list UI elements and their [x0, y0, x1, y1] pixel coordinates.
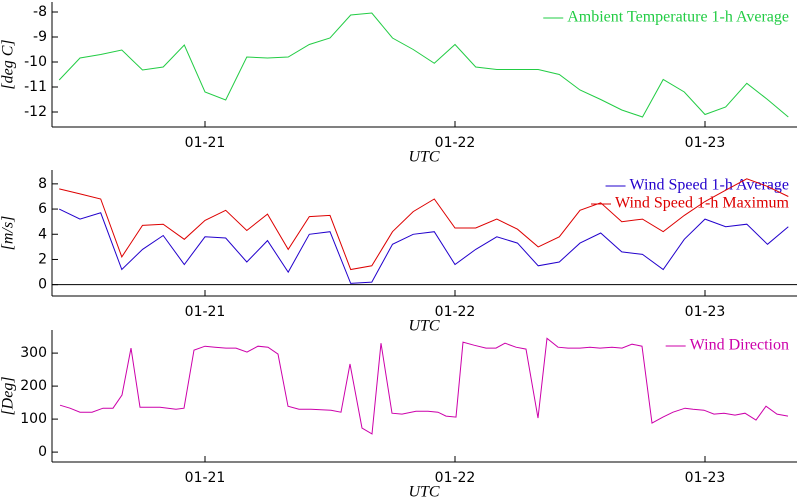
y-tick-label: -12: [24, 104, 47, 120]
y-tick-label: 100: [20, 411, 47, 427]
legend-label: Ambient Temperature 1-h Average: [567, 9, 789, 26]
x-tick-label: 01-23: [685, 470, 726, 486]
x-tick-label: 01-23: [685, 135, 726, 151]
legend-label: Wind Direction: [690, 337, 789, 354]
y-tick-label: -11: [24, 79, 47, 95]
y-axis-label: [m/s]: [0, 216, 17, 251]
y-tick-label: -8: [33, 4, 47, 20]
y-tick-label: -10: [24, 54, 47, 70]
x-axis-label: UTC: [408, 149, 439, 166]
y-axis-label: [deg C]: [0, 39, 17, 89]
y-tick-label: 0: [38, 277, 47, 293]
x-axis-label: UTC: [408, 318, 439, 335]
x-tick-label: 01-21: [185, 470, 226, 486]
legend-label: Wind Speed 1-h Maximum: [615, 195, 790, 212]
x-axis-label: UTC: [408, 484, 439, 500]
y-tick-label: 0: [38, 444, 47, 460]
y-axis-label: [Deg]: [0, 376, 17, 415]
y-tick-label: 200: [20, 378, 47, 394]
x-tick-label: 01-21: [185, 304, 226, 320]
legend-label: Wind Speed 1-h Average: [630, 177, 789, 194]
y-tick-label: 8: [38, 176, 47, 192]
x-tick-label: 01-21: [185, 135, 226, 151]
y-tick-label: 6: [38, 201, 47, 217]
x-tick-label: 01-22: [435, 470, 476, 486]
x-tick-label: 01-22: [435, 135, 476, 151]
x-tick-label: 01-22: [435, 304, 476, 320]
y-tick-label: 300: [20, 345, 47, 361]
x-tick-label: 01-23: [685, 304, 726, 320]
series-line: [59, 337, 789, 435]
series-line: [58, 12, 789, 118]
y-tick-label: 2: [38, 251, 47, 267]
y-tick-label: 4: [38, 226, 47, 242]
series-line: [59, 178, 789, 271]
y-tick-label: -9: [33, 29, 47, 45]
series-line: [58, 208, 789, 284]
